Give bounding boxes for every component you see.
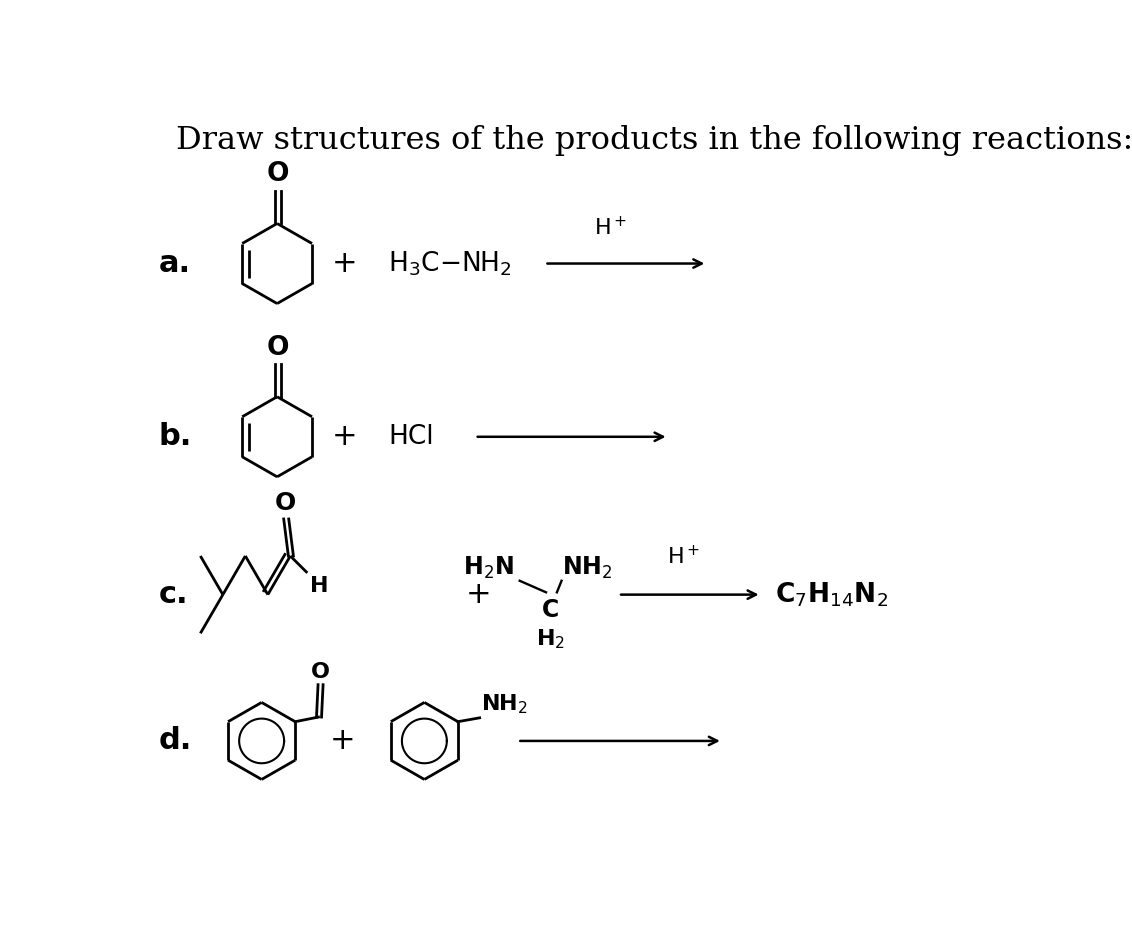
Text: O: O: [267, 161, 289, 187]
Text: O: O: [310, 662, 329, 681]
Text: HCl: HCl: [388, 424, 434, 450]
Text: H$_2$: H$_2$: [537, 627, 565, 651]
Text: d.: d.: [158, 726, 192, 756]
Text: H$^+$: H$^+$: [668, 545, 701, 569]
Text: +: +: [332, 422, 358, 451]
Text: H: H: [310, 576, 329, 596]
Text: +: +: [331, 726, 355, 756]
Text: H$_3$C$-$NH$_2$: H$_3$C$-$NH$_2$: [388, 249, 512, 278]
Text: C: C: [542, 598, 559, 623]
Text: a.: a.: [158, 249, 190, 278]
Text: b.: b.: [158, 422, 192, 451]
Text: +: +: [465, 580, 491, 610]
Text: Draw structures of the products in the following reactions:: Draw structures of the products in the f…: [177, 125, 1132, 156]
Text: O: O: [275, 491, 297, 515]
Text: H$_2$N: H$_2$N: [463, 555, 514, 581]
Text: NH$_2$: NH$_2$: [561, 555, 611, 581]
Text: +: +: [332, 249, 358, 278]
Text: H$^+$: H$^+$: [593, 215, 627, 239]
Text: C$_7$H$_{14}$N$_2$: C$_7$H$_{14}$N$_2$: [775, 581, 889, 609]
Text: O: O: [267, 335, 289, 361]
Text: NH$_2$: NH$_2$: [481, 692, 529, 717]
Text: c.: c.: [158, 580, 188, 610]
